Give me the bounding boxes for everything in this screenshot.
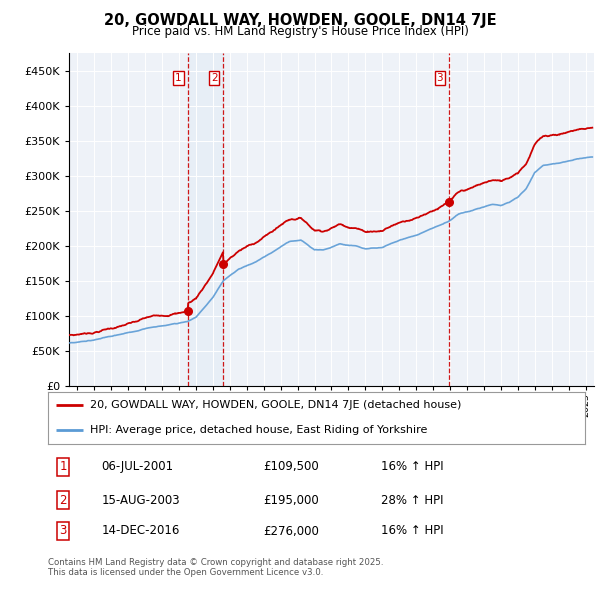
Text: 20, GOWDALL WAY, HOWDEN, GOOLE, DN14 7JE (detached house): 20, GOWDALL WAY, HOWDEN, GOOLE, DN14 7JE… xyxy=(90,400,461,410)
Text: Contains HM Land Registry data © Crown copyright and database right 2025.
This d: Contains HM Land Registry data © Crown c… xyxy=(48,558,383,577)
Text: 2: 2 xyxy=(211,73,217,83)
Text: 1: 1 xyxy=(175,73,182,83)
Text: HPI: Average price, detached house, East Riding of Yorkshire: HPI: Average price, detached house, East… xyxy=(90,425,427,435)
Text: 16% ↑ HPI: 16% ↑ HPI xyxy=(381,525,443,537)
Text: 3: 3 xyxy=(59,525,67,537)
Bar xyxy=(188,53,223,386)
Text: £276,000: £276,000 xyxy=(263,525,319,537)
Text: 3: 3 xyxy=(437,73,443,83)
Text: 14-DEC-2016: 14-DEC-2016 xyxy=(102,525,180,537)
Text: 16% ↑ HPI: 16% ↑ HPI xyxy=(381,460,443,474)
Text: 28% ↑ HPI: 28% ↑ HPI xyxy=(381,493,443,507)
Text: Price paid vs. HM Land Registry's House Price Index (HPI): Price paid vs. HM Land Registry's House … xyxy=(131,25,469,38)
Text: 20, GOWDALL WAY, HOWDEN, GOOLE, DN14 7JE: 20, GOWDALL WAY, HOWDEN, GOOLE, DN14 7JE xyxy=(104,13,496,28)
Text: 06-JUL-2001: 06-JUL-2001 xyxy=(102,460,174,474)
Text: £109,500: £109,500 xyxy=(263,460,319,474)
Text: 1: 1 xyxy=(59,460,67,474)
Text: 2: 2 xyxy=(59,493,67,507)
Text: 15-AUG-2003: 15-AUG-2003 xyxy=(102,493,181,507)
Text: £195,000: £195,000 xyxy=(263,493,319,507)
